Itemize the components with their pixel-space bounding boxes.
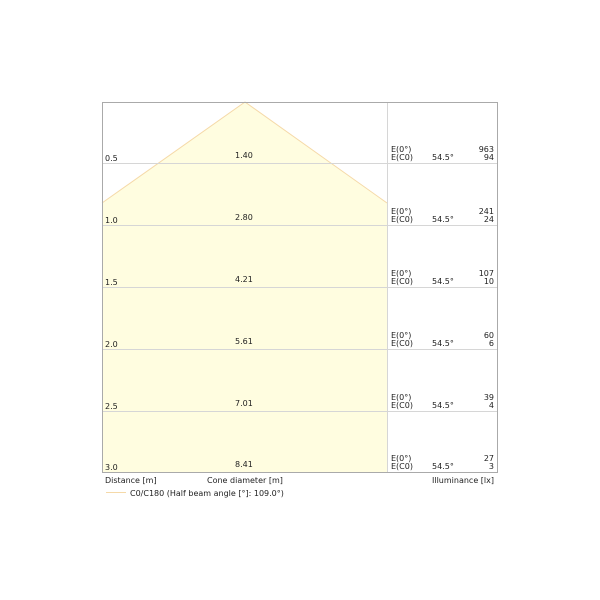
cone-diameter-value: 4.21	[235, 275, 253, 284]
distance-value: 1.5	[105, 278, 118, 287]
cone-diameter-value: 2.80	[235, 213, 253, 222]
ec0-label: E(C0)	[391, 153, 413, 162]
half-angle-value: 54.5°	[432, 153, 454, 162]
diameter-axis-label: Cone diameter [m]	[207, 476, 283, 485]
e0-label: E(0°)	[391, 207, 412, 216]
half-angle-value: 54.5°	[432, 401, 454, 410]
ec0-value: 24	[483, 215, 494, 224]
ec0-label: E(C0)	[391, 277, 413, 286]
half-angle-value: 54.5°	[432, 277, 454, 286]
ec0-label: E(C0)	[391, 215, 413, 224]
half-angle-value: 54.5°	[432, 215, 454, 224]
e0-value: 60	[483, 331, 494, 340]
e0-label: E(0°)	[391, 269, 412, 278]
distance-value: 2.5	[105, 402, 118, 411]
e0-label: E(0°)	[391, 145, 412, 154]
grid-lines	[102, 102, 498, 472]
distance-value: 3.0	[105, 463, 118, 472]
distance-value: 2.0	[105, 340, 118, 349]
cone-diameter-value: 7.01	[235, 399, 253, 408]
e0-value: 241	[478, 207, 494, 216]
half-angle-value: 54.5°	[432, 462, 454, 471]
legend-label: C0/C180 (Half beam angle [°]: 109.0°)	[130, 489, 284, 498]
e0-value: 107	[478, 269, 494, 278]
distance-axis-label: Distance [m]	[105, 476, 157, 485]
ec0-label: E(C0)	[391, 462, 413, 471]
distance-value: 1.0	[105, 216, 118, 225]
ec0-value: 3	[488, 462, 494, 471]
ec0-value: 4	[488, 401, 494, 410]
cone-diameter-value: 8.41	[235, 460, 253, 469]
ec0-label: E(C0)	[391, 401, 413, 410]
cone-diameter-value: 5.61	[235, 337, 253, 346]
ec0-label: E(C0)	[391, 339, 413, 348]
e0-label: E(0°)	[391, 331, 412, 340]
ec0-value: 94	[483, 153, 494, 162]
e0-value: 963	[478, 145, 494, 154]
e0-label: E(0°)	[391, 454, 412, 463]
distance-value: 0.5	[105, 154, 118, 163]
e0-value: 39	[483, 393, 494, 402]
e0-label: E(0°)	[391, 393, 412, 402]
ec0-value: 10	[483, 277, 494, 286]
e0-value: 27	[483, 454, 494, 463]
illuminance-axis-label: Illuminance [lx]	[432, 476, 494, 485]
diagram-frame	[102, 102, 498, 473]
cone-diameter-value: 1.40	[235, 151, 253, 160]
half-angle-value: 54.5°	[432, 339, 454, 348]
ec0-value: 6	[488, 339, 494, 348]
